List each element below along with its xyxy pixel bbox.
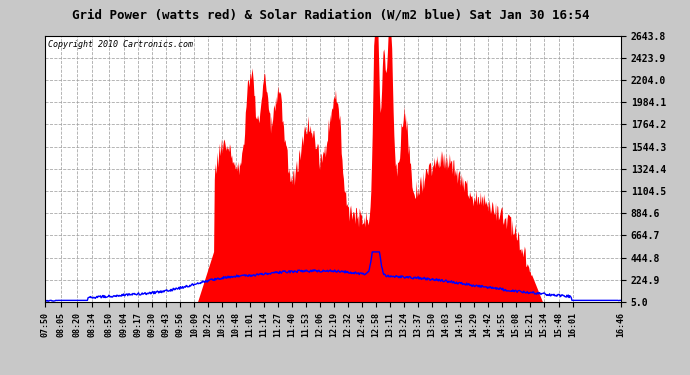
Text: Grid Power (watts red) & Solar Radiation (W/m2 blue) Sat Jan 30 16:54: Grid Power (watts red) & Solar Radiation… <box>72 8 590 21</box>
Text: Copyright 2010 Cartronics.com: Copyright 2010 Cartronics.com <box>48 40 193 49</box>
